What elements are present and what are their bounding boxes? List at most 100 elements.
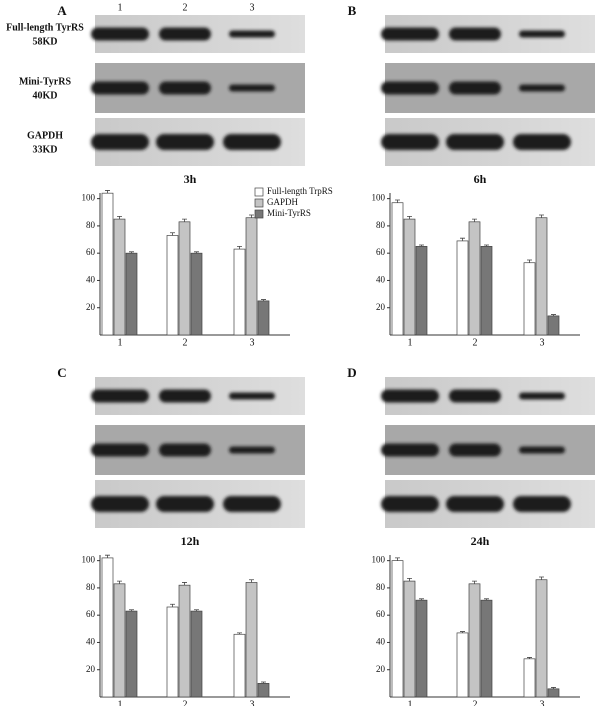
y-tick-label: 100	[82, 193, 96, 203]
error-bar	[249, 579, 254, 583]
band	[159, 389, 211, 403]
bar	[535, 217, 548, 336]
band	[381, 496, 439, 512]
x-tick-label: 3	[540, 337, 545, 348]
bar	[245, 217, 258, 336]
error-bar	[117, 580, 122, 584]
band	[156, 134, 214, 150]
row-label: GAPDH	[27, 130, 63, 141]
band	[449, 389, 501, 403]
error-bar	[407, 215, 412, 220]
error-bar	[237, 632, 242, 635]
bar	[245, 582, 258, 698]
bar	[480, 599, 493, 698]
error-bar	[261, 299, 266, 301]
band	[381, 81, 439, 95]
y-tick-label: 60	[86, 247, 96, 257]
panel-label: C	[57, 365, 66, 380]
error-bar	[484, 598, 489, 601]
bar	[101, 557, 114, 698]
error-bar	[539, 214, 544, 218]
x-tick-label: 2	[473, 699, 478, 706]
bar	[178, 584, 191, 698]
error-bar	[472, 580, 477, 584]
error-bar	[551, 687, 556, 689]
band	[91, 496, 149, 512]
bar	[415, 599, 428, 698]
band	[446, 496, 504, 512]
legend-swatch	[254, 198, 264, 208]
band	[519, 84, 565, 92]
x-tick-label: 1	[408, 699, 413, 706]
error-bar	[117, 215, 122, 220]
bar	[113, 583, 126, 698]
legend-label: Mini-TyrRS	[267, 208, 311, 218]
band	[159, 81, 211, 95]
error-bar	[527, 657, 532, 659]
error-bar	[261, 681, 266, 684]
error-bar	[129, 251, 134, 254]
band	[159, 27, 211, 41]
band	[229, 392, 275, 400]
band	[446, 134, 504, 150]
x-tick-label: 3	[250, 699, 255, 706]
band	[91, 27, 149, 41]
row-label: 58KD	[33, 36, 58, 47]
x-tick-label: 2	[183, 699, 188, 706]
band	[159, 443, 211, 457]
error-bar	[551, 314, 556, 316]
x-tick-label: 1	[408, 337, 413, 348]
lane-label: 1	[118, 2, 123, 13]
error-bar	[237, 245, 242, 250]
y-tick-label: 40	[376, 275, 386, 285]
error-bar	[484, 244, 489, 247]
error-bar	[419, 598, 424, 601]
band	[223, 134, 281, 150]
x-tick-label: 1	[118, 699, 123, 706]
error-bar	[395, 557, 400, 561]
bar	[547, 315, 560, 336]
band	[223, 496, 281, 512]
error-bar	[249, 214, 254, 218]
band	[513, 496, 571, 512]
y-tick-label: 40	[86, 637, 96, 647]
band	[449, 443, 501, 457]
bar	[523, 658, 536, 698]
bar	[113, 218, 126, 336]
band	[513, 134, 571, 150]
row-label: Mini-TyrRS	[19, 76, 71, 87]
band	[229, 446, 275, 454]
error-bar	[105, 554, 110, 558]
x-tick-label: 2	[473, 337, 478, 348]
error-bar	[395, 199, 400, 203]
y-tick-label: 100	[82, 555, 96, 565]
legend-label: GAPDH	[267, 197, 299, 207]
bar	[535, 579, 548, 698]
chart-title: 3h	[184, 172, 197, 186]
x-tick-label: 3	[250, 337, 255, 348]
row-label: 33KD	[33, 144, 58, 155]
y-tick-label: 60	[376, 247, 386, 257]
band	[91, 134, 149, 150]
error-bar	[407, 577, 412, 582]
y-tick-label: 20	[86, 664, 96, 674]
bar	[391, 202, 404, 336]
band	[381, 27, 439, 41]
band	[381, 389, 439, 403]
bar	[190, 610, 203, 698]
error-bar	[170, 232, 175, 236]
bar	[456, 632, 469, 698]
bar	[403, 580, 416, 698]
bar	[403, 218, 416, 336]
error-bar	[182, 218, 187, 222]
error-bar	[194, 251, 199, 254]
y-tick-label: 80	[376, 220, 386, 230]
bar	[233, 633, 246, 698]
bar	[415, 246, 428, 336]
band	[449, 81, 501, 95]
y-tick-label: 40	[376, 637, 386, 647]
error-bar	[129, 609, 134, 612]
bar	[233, 248, 246, 336]
legend-label: Full-length TrpRS	[267, 186, 333, 196]
